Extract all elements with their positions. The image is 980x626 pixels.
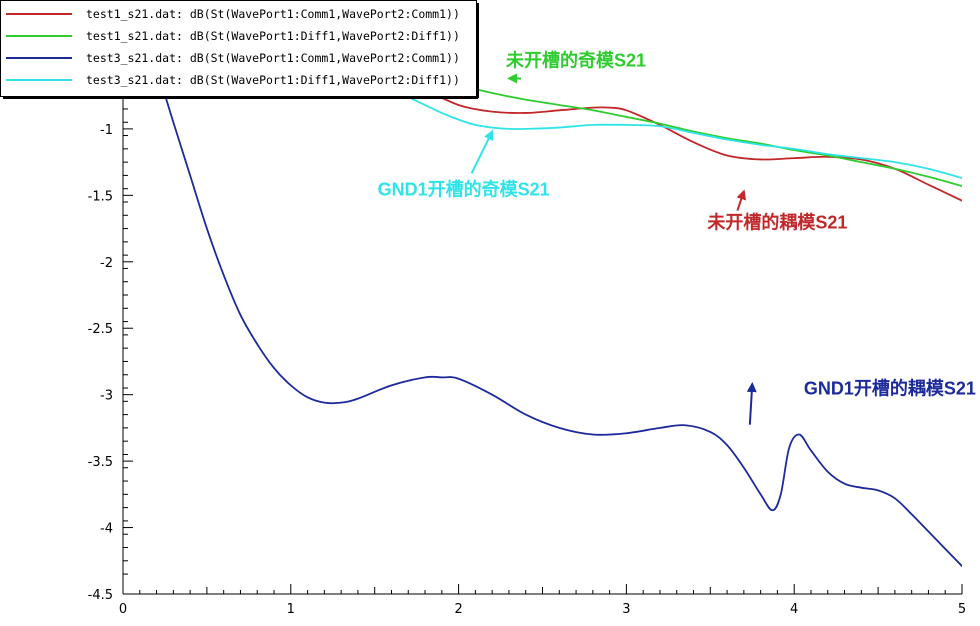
x-tick-label: 5: [958, 602, 966, 617]
annotation-arrow-4: [746, 382, 757, 425]
y-tick-label: -2.5: [88, 322, 113, 337]
y-tick-label: -4: [100, 522, 113, 537]
y-tick-label: -1.5: [88, 189, 113, 204]
y-tick-label: -1: [100, 123, 113, 138]
legend: test1_s21.dat: dB(St(WavePort1:Comm1,Wav…: [0, 0, 479, 99]
x-tick-label: 3: [622, 602, 630, 617]
y-tick-label: -4.5: [88, 588, 113, 603]
series-line-3: [123, 8, 962, 567]
x-tick-label: 0: [119, 602, 127, 617]
annotation-label-2: GND1开槽的奇模S21: [378, 178, 550, 199]
annotation-arrow-2: [470, 129, 494, 174]
annotation-arrow-3: [736, 189, 747, 211]
x-tick-label: 2: [454, 602, 462, 617]
annotation-layer: 未开槽的奇模S21 GND1开槽的奇模S21 未开槽的耦模S21 GND1开槽的耦模S…: [378, 49, 976, 425]
legend-box: [0, 0, 477, 97]
legend-entry-label: test1_s21.dat: dB(St(WavePort1:Comm1,Wav…: [86, 7, 460, 21]
annotation-label-1: 未开槽的奇模S21: [506, 49, 646, 70]
legend-entry-label: test3_s21.dat: dB(St(WavePort1:Comm1,Wav…: [86, 51, 460, 65]
x-tick-label: 4: [790, 602, 798, 617]
annotation-label-3: 未开槽的耦模S21: [707, 212, 847, 233]
annotation-label-4: GND1开槽的耦模S21: [804, 378, 976, 399]
y-tick-label: -3: [100, 389, 113, 404]
x-tick-label: 1: [287, 602, 295, 617]
y-tick-label: -2: [100, 256, 113, 271]
legend-entry-label: test1_s21.dat: dB(St(WavePort1:Diff1,Wav…: [86, 29, 460, 43]
y-tick-label: -3.5: [88, 455, 113, 470]
legend-entry-label: test3_s21.dat: dB(St(WavePort1:Diff1,Wav…: [86, 73, 460, 87]
